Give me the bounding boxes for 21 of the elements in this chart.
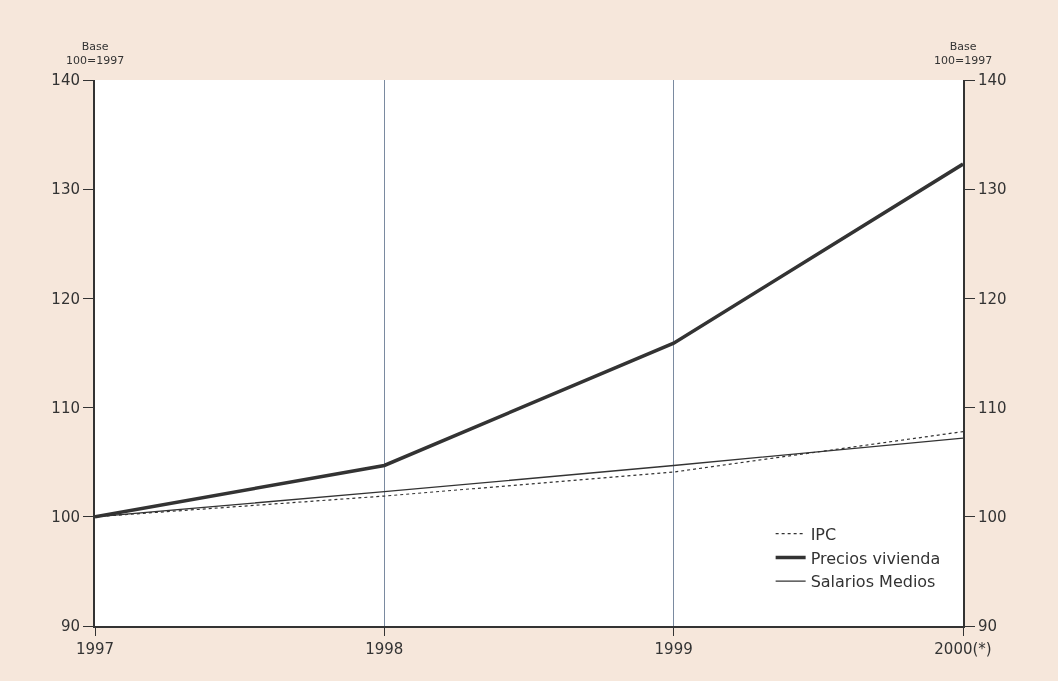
text: Base 100=1997: [66, 40, 125, 68]
x-tick-label: 1998: [365, 640, 404, 658]
y2-tick-label: 110: [978, 398, 1007, 417]
y2-tick-label: 140: [978, 71, 1007, 90]
y-tick-label: 90: [60, 617, 80, 636]
legend-label: IPC: [810, 524, 837, 544]
legend-label: Precios vivienda: [810, 548, 941, 568]
y2-tick-label: 120: [978, 289, 1007, 308]
y2-tick-label: 90: [978, 617, 998, 636]
y-tick-label: 120: [51, 289, 80, 308]
y2-tick-label: 130: [978, 180, 1007, 199]
x-tick-label: 1997: [75, 640, 115, 658]
y-tick-label: 100: [51, 508, 80, 527]
legend-label: Salarios Medios: [810, 572, 936, 592]
y2-tick-label: 100: [978, 508, 1007, 527]
y-tick-label: 130: [51, 180, 80, 199]
x-tick-label: 1999: [654, 640, 693, 658]
y-tick-label: 110: [51, 398, 80, 417]
text: Base 100=1997: [934, 40, 993, 68]
y-tick-label: 140: [51, 71, 80, 90]
x-tick-label: 2000(*): [934, 640, 992, 658]
